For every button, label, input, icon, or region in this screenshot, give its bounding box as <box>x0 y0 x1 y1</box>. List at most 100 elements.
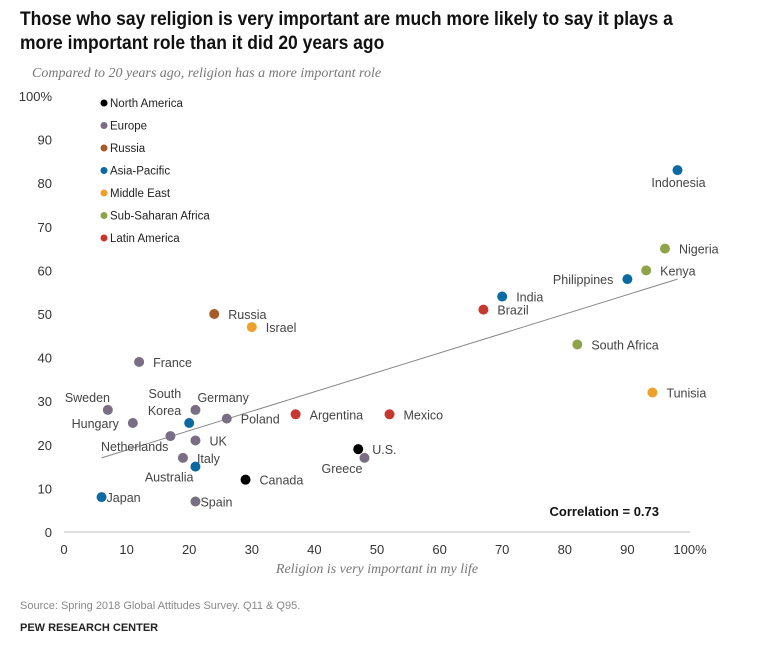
data-point-group: Philippines <box>553 273 633 287</box>
data-point <box>359 452 370 463</box>
data-point <box>641 265 652 276</box>
y-tick-label: 30 <box>38 394 52 409</box>
legend-swatch <box>100 212 108 219</box>
y-tick-label: 90 <box>38 133 52 148</box>
point-label: Japan <box>107 491 141 505</box>
point-label: Australia <box>145 471 194 485</box>
data-point-group: Brazil <box>478 304 529 318</box>
point-label: South Africa <box>591 339 658 353</box>
data-point <box>240 474 251 485</box>
data-point <box>96 492 107 503</box>
y-tick-label: 80 <box>38 176 52 191</box>
x-tick-label: 70 <box>495 542 509 557</box>
data-point-group: Mexico <box>384 408 444 422</box>
x-tick-label: 50 <box>370 542 384 557</box>
point-label: Hungary <box>72 417 120 431</box>
data-point-group: U.S. <box>353 443 397 457</box>
data-point <box>647 387 658 398</box>
data-point <box>209 309 220 319</box>
legend-swatch <box>100 144 108 152</box>
point-label: Philippines <box>553 273 613 287</box>
y-tick-label: 20 <box>38 438 52 453</box>
data-point-group: France <box>134 356 192 370</box>
point-label: Spain <box>200 495 232 509</box>
data-point <box>190 435 201 446</box>
point-label: Italy <box>197 452 221 466</box>
data-point-group: Russia <box>209 308 266 322</box>
data-point-group: Australia <box>145 461 201 485</box>
legend-label: Latin America <box>110 233 180 245</box>
y-tick-label: 100% <box>19 89 53 104</box>
data-point <box>190 404 201 415</box>
data-point-group: Canada <box>240 474 303 488</box>
x-tick-label: 90 <box>620 542 634 557</box>
data-point <box>190 461 201 472</box>
data-point <box>672 165 683 176</box>
point-label: Tunisia <box>666 386 706 400</box>
point-label: India <box>516 291 543 305</box>
trend-line <box>101 278 678 459</box>
point-label: France <box>153 356 192 370</box>
data-point-group: Sweden <box>65 391 113 415</box>
point-label: Sweden <box>65 391 110 405</box>
x-tick-label: 100% <box>673 542 707 557</box>
point-label: Kenya <box>660 264 695 278</box>
point-label: Netherlands <box>101 440 168 454</box>
x-axis-label: Religion is very important in my life <box>275 562 478 577</box>
point-label: Poland <box>241 413 280 427</box>
point-label: South <box>149 387 182 401</box>
data-point <box>127 418 138 428</box>
data-point <box>290 409 301 420</box>
source-note: Source: Spring 2018 Global Attitudes Sur… <box>20 600 301 612</box>
data-point-group: Kenya <box>641 264 696 278</box>
point-label: Brazil <box>497 304 528 318</box>
data-point <box>177 452 188 463</box>
data-point-group: Indonesia <box>651 165 706 190</box>
data-point-group: Poland <box>221 413 280 427</box>
x-tick-label: 20 <box>182 542 196 557</box>
brand-logo: PEW RESEARCH CENTER <box>20 622 159 634</box>
data-point-group: South Korea <box>148 387 195 428</box>
data-point-group: UK <box>190 434 227 448</box>
data-point-group: South Africa <box>572 339 659 353</box>
data-point-group: Italy <box>177 452 221 466</box>
x-tick-label: 0 <box>60 542 67 557</box>
legend-item: Russia <box>100 143 146 155</box>
data-point-group: Hungary <box>72 417 138 431</box>
data-point-group: Tunisia <box>647 386 706 400</box>
legend-item: Europe <box>100 121 147 133</box>
legend-item: Sub-Saharan Africa <box>100 211 210 223</box>
data-point <box>221 413 232 424</box>
data-point-group: Argentina <box>290 408 364 422</box>
y-axis-label: Compared to 20 years ago, religion has a… <box>32 66 382 81</box>
legend-item: North America <box>100 98 183 110</box>
legend-swatch <box>100 234 108 242</box>
point-label: Korea <box>148 404 181 418</box>
data-point-group: Netherlands <box>101 431 176 454</box>
data-point-group: Israel <box>246 321 297 335</box>
point-label: Greece <box>321 462 362 476</box>
legend-label: Asia-Pacific <box>110 166 170 178</box>
data-point <box>134 356 145 367</box>
legend-item: Asia-Pacific <box>100 166 170 178</box>
data-point-group: Spain <box>190 495 232 509</box>
point-label: Russia <box>228 308 266 322</box>
legend-label: North America <box>110 98 183 110</box>
point-label: Indonesia <box>651 176 705 190</box>
data-point <box>353 444 364 455</box>
data-point <box>497 291 508 302</box>
data-point-group: Greece <box>321 452 370 476</box>
point-label: Mexico <box>404 408 444 422</box>
legend-label: Europe <box>110 121 147 133</box>
legend-label: Sub-Saharan Africa <box>110 211 210 223</box>
data-point <box>246 322 257 333</box>
data-point <box>478 304 489 315</box>
point-label: UK <box>209 434 227 448</box>
point-label: Israel <box>266 321 297 335</box>
legend-label: Middle East <box>110 188 171 200</box>
legend-item: Middle East <box>100 188 171 200</box>
data-point <box>184 418 195 428</box>
point-label: Argentina <box>310 408 364 422</box>
y-tick-label: 50 <box>38 307 52 322</box>
data-point-group: Germany <box>190 391 250 415</box>
